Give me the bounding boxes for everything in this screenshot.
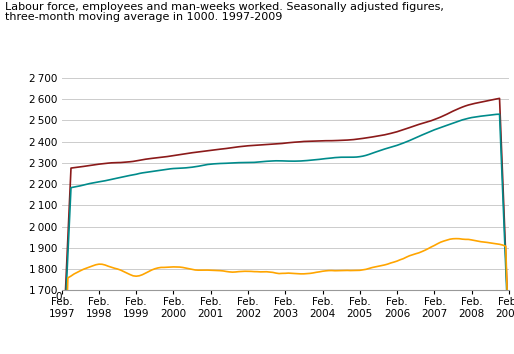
Text: Labour force, employees and man-weeks worked. Seasonally adjusted figures,: Labour force, employees and man-weeks wo… (5, 2, 444, 12)
Text: 0: 0 (55, 292, 62, 302)
Text: three-month moving average in 1000. 1997-2009: three-month moving average in 1000. 1997… (5, 12, 283, 22)
